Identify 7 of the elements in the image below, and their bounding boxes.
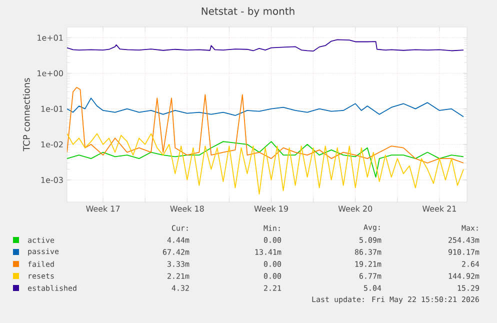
y-axis-title: TCP connections xyxy=(22,78,30,152)
line-series xyxy=(67,86,464,164)
chart-title: Netstat - by month xyxy=(202,7,294,17)
line-series xyxy=(67,141,464,178)
line-series xyxy=(67,98,464,118)
line-series xyxy=(67,133,464,195)
line-series xyxy=(67,39,464,52)
